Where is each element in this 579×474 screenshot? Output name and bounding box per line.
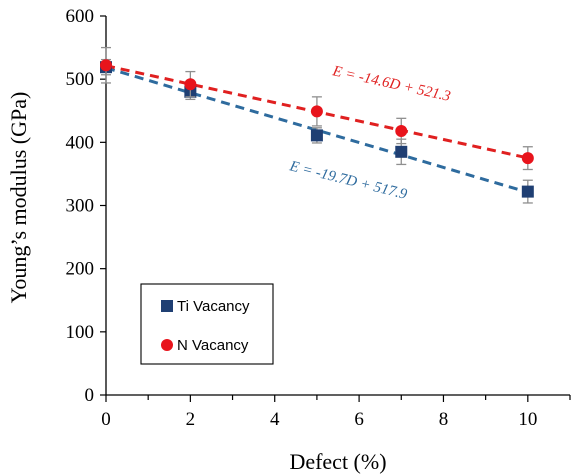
data-marks: [100, 46, 534, 204]
data-point-n-vacancy: [310, 105, 323, 118]
y-tick-label: 500: [66, 69, 95, 90]
y-tick-label: 100: [66, 322, 95, 343]
x-axis-title: Defect (%): [289, 449, 386, 474]
legend-label-n-vacancy: N Vacancy: [177, 337, 249, 354]
x-tick-label: 4: [270, 409, 280, 430]
fit-line-ti-vacancy: [105, 66, 529, 194]
legend-marker-ti-vacancy: [161, 300, 173, 312]
data-point-ti-vacancy: [521, 185, 534, 198]
legend: Ti Vacancy N Vacancy: [140, 283, 274, 365]
fit-equation-n-vacancy: E = -14.6D + 521.3: [330, 63, 452, 105]
axes: 0 100 200 300 400 500 600 0 2 4 6 8 10 Defect (%) Youn…: [6, 6, 571, 474]
data-point-n-vacancy: [184, 78, 197, 91]
legend-marker-n-vacancy: [161, 339, 173, 351]
fit-equation-ti-vacancy: E = -19.7D + 517.9: [287, 158, 409, 203]
legend-box: [140, 283, 274, 365]
y-tick-label: 400: [66, 132, 95, 153]
x-tick-label: 0: [101, 409, 111, 430]
data-point-n-vacancy: [521, 152, 534, 165]
x-tick-label: 8: [439, 409, 449, 430]
x-tick-label: 10: [518, 409, 537, 430]
x-tick-label: 2: [186, 409, 196, 430]
data-point-ti-vacancy: [395, 145, 408, 158]
data-point-ti-vacancy: [310, 129, 323, 142]
data-point-n-vacancy: [100, 59, 112, 72]
x-tick-label: 6: [354, 409, 364, 430]
y-tick-label: 0: [85, 385, 95, 406]
y-axis-title: Young’s modulus (GPa): [6, 92, 31, 304]
y-tick-label: 200: [66, 259, 95, 280]
y-tick-label: 600: [66, 6, 95, 27]
y-tick-label: 300: [66, 196, 95, 217]
data-point-n-vacancy: [395, 124, 408, 137]
legend-label-ti-vacancy: Ti Vacancy: [177, 298, 250, 315]
